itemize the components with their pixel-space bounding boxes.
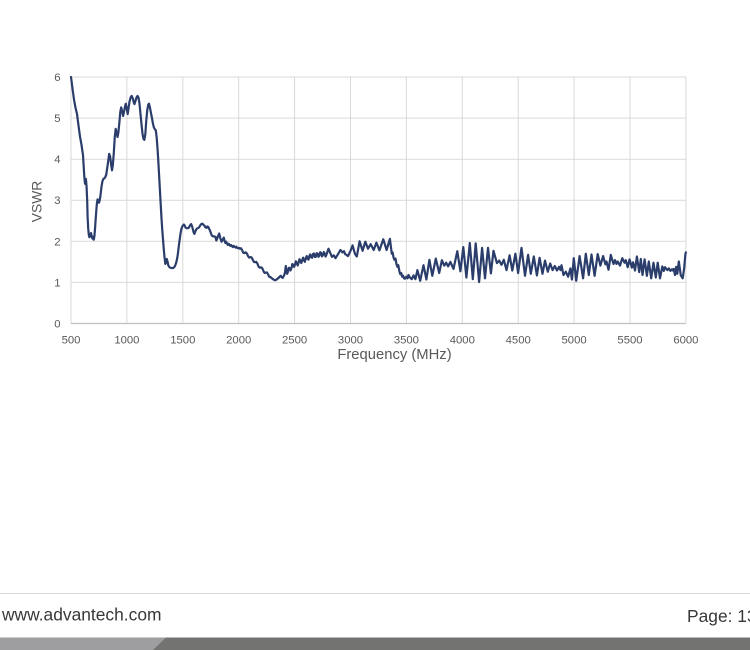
svg-text:4000: 4000	[450, 335, 475, 347]
svg-text:2500: 2500	[282, 335, 307, 347]
svg-text:1000: 1000	[114, 335, 139, 347]
svg-text:5500: 5500	[617, 335, 642, 347]
svg-text:6000: 6000	[673, 335, 698, 347]
svg-text:5000: 5000	[562, 335, 587, 347]
svg-text:2000: 2000	[226, 335, 251, 347]
svg-text:3000: 3000	[338, 335, 363, 347]
svg-text:Page: 13: Page: 13	[687, 606, 750, 626]
svg-text:0: 0	[54, 319, 60, 331]
svg-text:2: 2	[54, 236, 60, 248]
svg-text:VSWR: VSWR	[30, 181, 45, 222]
svg-text:1500: 1500	[170, 335, 195, 347]
svg-text:3500: 3500	[394, 335, 419, 347]
svg-text:Frequency (MHz): Frequency (MHz)	[337, 347, 451, 363]
svg-text:1: 1	[54, 277, 60, 289]
svg-text:www.advantech.com: www.advantech.com	[1, 605, 162, 625]
svg-text:5: 5	[54, 113, 60, 125]
svg-text:6: 6	[54, 72, 60, 84]
svg-text:500: 500	[62, 335, 81, 347]
svg-text:3: 3	[54, 195, 60, 207]
svg-text:4: 4	[54, 154, 60, 166]
svg-text:4500: 4500	[506, 335, 531, 347]
